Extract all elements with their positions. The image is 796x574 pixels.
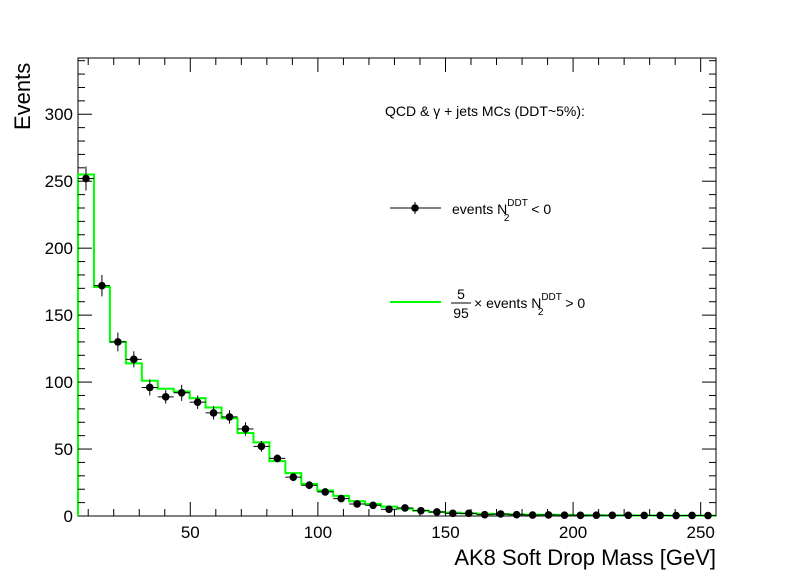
data-point bbox=[241, 425, 250, 433]
data-point bbox=[640, 511, 649, 520]
data-point bbox=[177, 388, 186, 397]
y-tick-label: 300 bbox=[45, 105, 73, 124]
data-point bbox=[480, 510, 489, 519]
data-point bbox=[98, 281, 106, 290]
y-axis-title: Events bbox=[10, 63, 35, 130]
legend-entry-1: events NDDT 2 < 0 bbox=[452, 198, 551, 224]
x-axis-title: AK8 Soft Drop Mass [GeV] bbox=[454, 545, 716, 570]
y-tick-label: 50 bbox=[54, 440, 73, 459]
x-tick-label: 250 bbox=[687, 523, 715, 542]
data-point bbox=[369, 501, 377, 510]
data-point bbox=[161, 393, 170, 401]
data-point bbox=[114, 338, 122, 346]
y-tick-label: 100 bbox=[45, 373, 73, 392]
plot-frame bbox=[77, 57, 717, 517]
y-tick-label: 0 bbox=[64, 507, 73, 526]
data-point bbox=[512, 510, 521, 519]
data-point bbox=[257, 442, 266, 451]
data-point bbox=[337, 494, 345, 503]
data-point bbox=[688, 511, 696, 520]
x-tick-label: 150 bbox=[431, 523, 459, 542]
data-point bbox=[544, 511, 553, 519]
legend-header: QCD & γ + jets MCs (DDT~5%): bbox=[385, 103, 585, 119]
data-point bbox=[82, 174, 90, 183]
data-point bbox=[576, 511, 585, 520]
legend-fraction-denominator: 95 bbox=[453, 305, 469, 321]
data-point bbox=[321, 488, 330, 496]
data-point bbox=[130, 355, 138, 364]
data-point bbox=[353, 500, 361, 508]
data-point bbox=[209, 409, 218, 417]
series-green-step bbox=[77, 173, 716, 517]
data-point bbox=[560, 511, 569, 519]
legend-entry-2: × events NDDT 2 > 0 bbox=[474, 292, 585, 318]
data-point bbox=[449, 509, 457, 518]
y-axis: 0 50 100 150 200 250 300 bbox=[45, 60, 716, 526]
y-tick-label: 250 bbox=[45, 172, 73, 191]
data-point bbox=[417, 506, 425, 515]
data-point bbox=[528, 511, 537, 519]
y-tick-label: 200 bbox=[45, 239, 73, 258]
data-point bbox=[624, 511, 633, 520]
y-tick-label: 150 bbox=[45, 306, 73, 325]
data-point bbox=[608, 511, 617, 520]
data-point bbox=[433, 508, 441, 516]
data-point bbox=[704, 511, 712, 520]
series-black-points bbox=[78, 166, 716, 520]
legend: QCD & γ + jets MCs (DDT~5%): events NDDT… bbox=[385, 103, 585, 321]
x-tick-label: 100 bbox=[304, 523, 332, 542]
legend-marker-point bbox=[411, 204, 419, 212]
data-point bbox=[273, 454, 282, 463]
x-axis: 50 100 150 200 250 bbox=[87, 58, 715, 542]
data-point bbox=[145, 383, 154, 392]
x-tick-label: 200 bbox=[559, 523, 587, 542]
x-tick-label: 50 bbox=[181, 523, 200, 542]
data-point bbox=[401, 504, 409, 512]
data-point bbox=[225, 413, 234, 421]
data-point bbox=[656, 511, 664, 520]
data-point bbox=[385, 505, 393, 514]
data-point bbox=[193, 398, 202, 406]
legend-fraction-numerator: 5 bbox=[457, 286, 465, 302]
data-point bbox=[289, 473, 298, 481]
data-point bbox=[496, 510, 505, 518]
data-point bbox=[672, 511, 680, 520]
green-step-line bbox=[77, 173, 716, 517]
data-point bbox=[305, 481, 314, 489]
